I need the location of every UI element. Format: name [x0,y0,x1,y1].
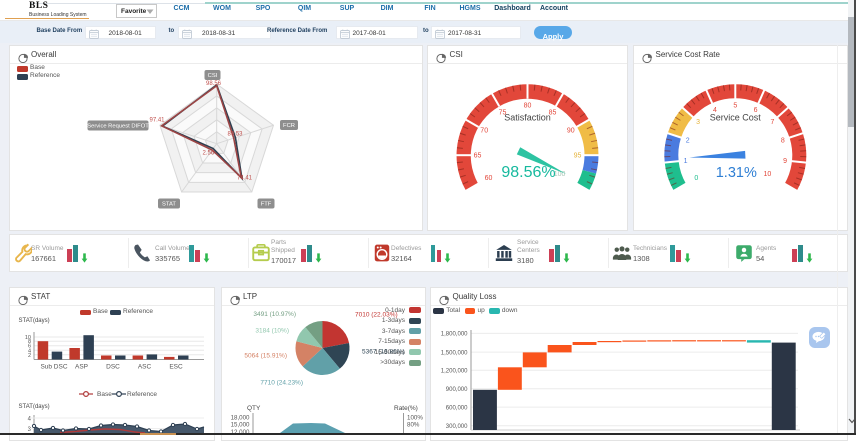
svg-text:10: 10 [763,171,771,178]
svg-text:5367 (16.86%): 5367 (16.86%) [362,349,405,356]
svg-text:5: 5 [733,103,737,110]
svg-text:FCR: FCR [283,123,295,129]
svg-text:65: 65 [474,153,482,160]
svg-text:1.31%: 1.31% [716,165,757,181]
svg-text:Service Cost: Service Cost [710,113,762,123]
svg-text:1,200,000: 1,200,000 [441,369,468,375]
svg-text:18,000: 18,000 [231,415,250,422]
svg-text:80%: 80% [407,422,420,429]
svg-text:Service Request DIFOT: Service Request DIFOT [87,124,149,130]
svg-text:9: 9 [783,158,787,165]
svg-text:900,000: 900,000 [446,387,468,393]
svg-text:Rate(%): Rate(%) [394,405,418,412]
svg-text:85: 85 [549,109,557,116]
svg-text:98.56: 98.56 [206,81,222,87]
svg-text:10: 10 [25,335,31,341]
svg-text:100: 100 [554,171,566,178]
svg-text:6: 6 [28,344,31,350]
svg-text:ESC: ESC [169,364,183,371]
svg-text:75: 75 [499,109,507,116]
svg-text:100%: 100% [407,415,423,422]
svg-text:4: 4 [713,107,717,114]
svg-text:3184 (10%): 3184 (10%) [255,328,289,335]
svg-text:8: 8 [28,339,31,345]
svg-text:7710 (24.23%): 7710 (24.23%) [260,380,303,387]
svg-text:4: 4 [28,348,31,354]
svg-text:6: 6 [754,107,758,114]
svg-text:Satisfaction: Satisfaction [504,113,551,123]
svg-text:97.41: 97.41 [149,118,165,124]
svg-text:7010 (22.03%): 7010 (22.03%) [355,312,398,319]
svg-text:7: 7 [771,119,775,126]
svg-text:QTY: QTY [247,405,261,412]
svg-text:ASC: ASC [138,364,152,371]
svg-text:4: 4 [28,417,32,423]
svg-text:98.56%: 98.56% [501,164,555,181]
svg-text:2: 2 [28,353,31,359]
svg-text:95: 95 [574,153,582,160]
svg-text:3491 (10.97%): 3491 (10.97%) [253,311,296,318]
svg-text:1,500,000: 1,500,000 [441,350,468,356]
svg-text:15,000: 15,000 [231,422,250,429]
svg-text:0: 0 [694,175,698,182]
svg-text:8: 8 [781,137,785,144]
svg-text:12,000: 12,000 [231,429,250,436]
svg-text:600,000: 600,000 [446,405,468,411]
svg-text:74.41: 74.41 [237,176,253,182]
svg-text:1,800,000: 1,800,000 [441,332,468,338]
svg-text:1: 1 [684,158,688,165]
svg-text:Sub DSC: Sub DSC [40,364,67,371]
svg-text:5064 (15.91%): 5064 (15.91%) [244,353,287,360]
svg-text:ASP: ASP [75,364,88,371]
svg-text:2: 2 [686,137,690,144]
svg-text:3: 3 [28,427,32,433]
svg-text:89.53: 89.53 [228,132,244,138]
svg-text:CSI: CSI [208,73,218,79]
svg-text:2.56: 2.56 [203,151,215,157]
svg-text:80: 80 [524,103,532,110]
svg-text:FTF: FTF [261,202,272,208]
svg-text:DSC: DSC [106,364,120,371]
svg-text:60: 60 [485,175,493,182]
svg-text:300,000: 300,000 [446,424,468,430]
svg-text:3: 3 [696,119,700,126]
svg-text:STAT: STAT [162,202,176,208]
svg-text:90: 90 [567,128,575,135]
svg-text:70: 70 [480,128,488,135]
